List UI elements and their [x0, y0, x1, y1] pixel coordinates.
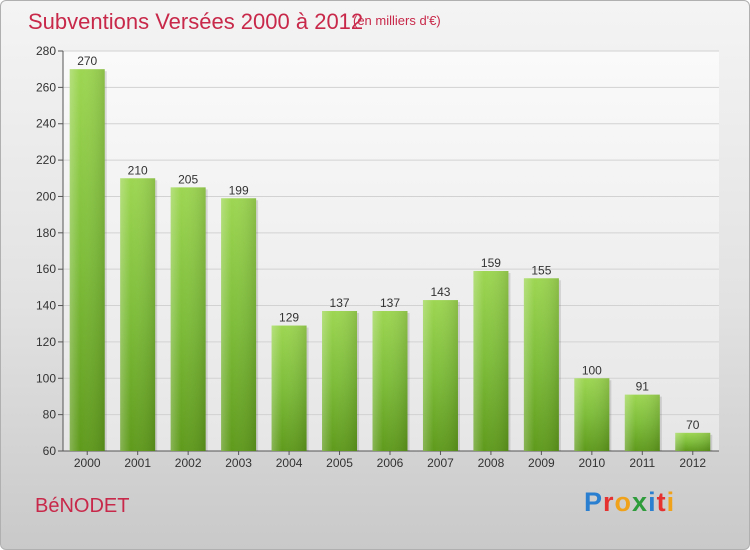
y-tick-label: 180 — [36, 226, 56, 240]
bar-highlight — [523, 278, 559, 451]
x-tick-label: 2009 — [528, 456, 555, 470]
y-tick-label: 120 — [36, 335, 56, 349]
data-label: 137 — [330, 296, 350, 310]
y-tick-label: 220 — [36, 153, 56, 167]
logo-letter: t — [656, 487, 667, 517]
bar-highlight — [422, 300, 458, 451]
data-label: 270 — [77, 54, 97, 68]
chart-subtitle: (en milliers d'€) — [353, 13, 441, 28]
proxiti-logo: Proxiti — [584, 487, 675, 518]
data-label: 155 — [531, 263, 551, 277]
logo-letter: i — [648, 487, 657, 517]
data-label: 91 — [636, 380, 650, 394]
bar-highlight — [120, 178, 156, 452]
x-tick-label: 2000 — [74, 456, 101, 470]
x-tick-label: 2006 — [377, 456, 404, 470]
y-tick-label: 200 — [36, 189, 56, 203]
x-tick-label: 2005 — [326, 456, 353, 470]
y-tick-label: 80 — [43, 408, 57, 422]
x-tick-label: 2010 — [578, 456, 605, 470]
logo-letter: i — [666, 487, 676, 517]
bar-highlight — [675, 432, 711, 451]
data-label: 143 — [430, 285, 450, 299]
data-label: 199 — [229, 183, 249, 197]
y-tick-label: 60 — [43, 444, 57, 458]
data-label: 205 — [178, 172, 198, 186]
bar-highlight — [372, 311, 408, 451]
y-tick-label: 100 — [36, 371, 56, 385]
x-tick-label: 2012 — [679, 456, 706, 470]
x-tick-label: 2001 — [124, 456, 151, 470]
bar-highlight — [624, 394, 660, 451]
x-tick-label: 2008 — [478, 456, 505, 470]
data-label: 159 — [481, 256, 501, 270]
bar-highlight — [574, 378, 610, 451]
logo-letter: P — [584, 487, 604, 517]
bar-highlight — [69, 69, 105, 451]
bar-highlight — [221, 198, 257, 451]
x-tick-label: 2007 — [427, 456, 454, 470]
logo-letter: x — [632, 487, 649, 517]
bar-highlight — [271, 325, 307, 451]
y-tick-label: 260 — [36, 80, 56, 94]
y-tick-label: 240 — [36, 117, 56, 131]
data-label: 100 — [582, 363, 602, 377]
bar-highlight — [170, 187, 206, 451]
x-tick-label: 2002 — [175, 456, 202, 470]
x-tick-label: 2011 — [629, 456, 655, 470]
y-tick-label: 280 — [36, 44, 56, 58]
x-tick-label: 2004 — [276, 456, 303, 470]
data-label: 137 — [380, 296, 400, 310]
data-label: 210 — [128, 163, 148, 177]
chart-title: Subventions Versées 2000 à 2012 — [28, 9, 364, 34]
y-tick-label: 140 — [36, 299, 56, 313]
y-tick-label: 160 — [36, 262, 56, 276]
bar-highlight — [322, 311, 358, 451]
data-label: 129 — [279, 311, 299, 325]
x-tick-label: 2003 — [225, 456, 252, 470]
logo-letter: o — [614, 487, 633, 517]
data-label: 70 — [686, 418, 700, 432]
logo-letter: r — [603, 487, 615, 517]
bar-highlight — [473, 271, 509, 451]
town-name: BéNODET — [35, 495, 130, 517]
